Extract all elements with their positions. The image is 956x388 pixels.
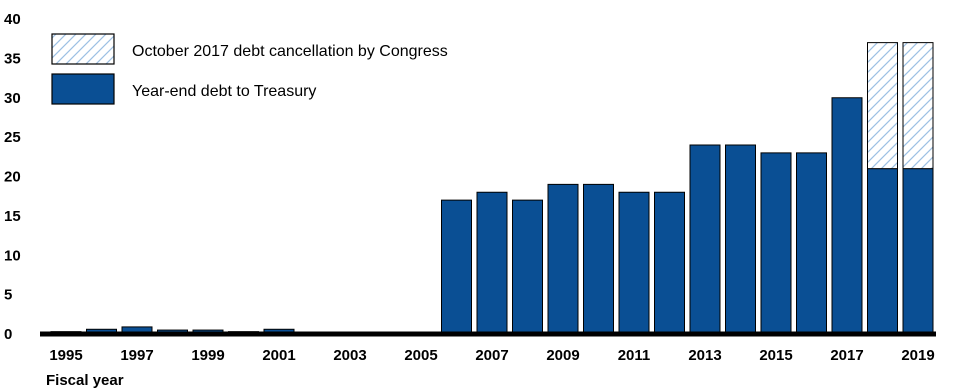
bar-debt-2010 bbox=[583, 183, 614, 335]
bar-debt-2008 bbox=[512, 199, 543, 335]
legend: October 2017 debt cancellation by Congre… bbox=[51, 33, 448, 105]
legend-label-debt: Year-end debt to Treasury bbox=[132, 83, 316, 100]
y-axis-ticks: 0 5 10 15 20 25 30 35 40 bbox=[4, 11, 21, 343]
x-tick-label: 1995 bbox=[49, 347, 82, 364]
x-tick-label: 2017 bbox=[830, 347, 863, 364]
bar-debt-2014 bbox=[725, 144, 756, 335]
x-tick-label: 2005 bbox=[404, 347, 437, 364]
y-tick-label: 30 bbox=[4, 90, 21, 107]
x-tick-label: 2001 bbox=[262, 347, 295, 364]
bar-debt-2011 bbox=[618, 191, 650, 335]
x-tick-label: 2015 bbox=[759, 347, 792, 364]
x-tick-label: 2007 bbox=[475, 347, 508, 364]
bar-debt-2016 bbox=[796, 152, 827, 335]
y-tick-label: 25 bbox=[4, 129, 21, 146]
x-tick-label: 1999 bbox=[191, 347, 224, 364]
bar-cancellation-2018 bbox=[867, 42, 898, 170]
y-tick-label: 20 bbox=[4, 169, 21, 186]
legend-label-cancellation: October 2017 debt cancellation by Congre… bbox=[132, 43, 448, 60]
bar-cancellation-2019 bbox=[902, 42, 934, 170]
bar-debt-2009 bbox=[547, 183, 579, 335]
bar-debt-2007 bbox=[476, 191, 508, 335]
x-tick-label: 2013 bbox=[688, 347, 721, 364]
y-tick-label: 5 bbox=[4, 287, 12, 304]
bar-debt-2006 bbox=[441, 199, 472, 335]
x-tick-label: 2003 bbox=[333, 347, 366, 364]
y-tick-label: 15 bbox=[4, 208, 21, 225]
x-tick-label: 2019 bbox=[901, 347, 934, 364]
x-axis-label: Fiscal year bbox=[46, 372, 124, 388]
x-tick-label: 2011 bbox=[618, 347, 651, 364]
bar-debt-2019 bbox=[902, 168, 934, 335]
y-tick-label: 0 bbox=[4, 326, 12, 343]
bar-debt-2015 bbox=[760, 152, 792, 335]
legend-swatch-cancellation bbox=[51, 33, 115, 65]
bars bbox=[50, 42, 934, 335]
x-tick-label: 1997 bbox=[120, 347, 153, 364]
bar-debt-2012 bbox=[654, 191, 685, 335]
y-tick-label: 40 bbox=[4, 11, 21, 28]
bar-debt-2018 bbox=[867, 168, 898, 335]
x-tick-label: 2009 bbox=[546, 347, 579, 364]
bar-debt-2017 bbox=[831, 97, 863, 335]
bar-debt-2013 bbox=[689, 144, 721, 335]
legend-swatch-debt bbox=[51, 73, 115, 105]
x-axis-ticks: 1995 1997 1999 2001 2003 2005 2007 2009 2011 2013… bbox=[49, 347, 934, 364]
y-tick-label: 35 bbox=[4, 50, 21, 67]
y-tick-label: 10 bbox=[4, 247, 21, 264]
